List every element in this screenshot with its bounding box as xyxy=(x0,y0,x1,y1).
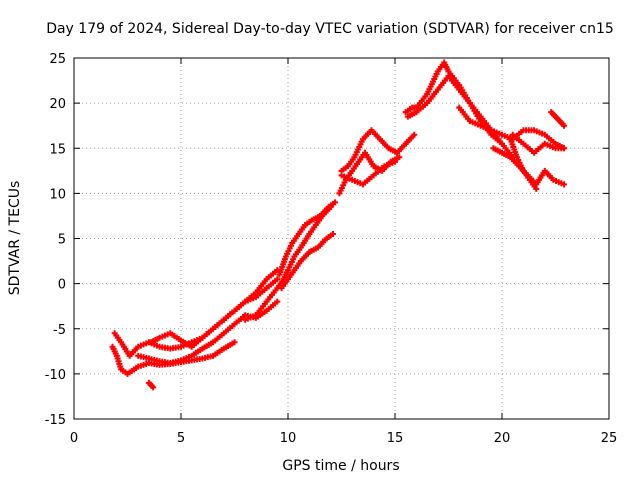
series-track-g xyxy=(278,230,336,292)
y-axis-label: SDTVAR / TECUs xyxy=(7,181,23,296)
series-track-p xyxy=(507,136,540,192)
axis-ticks: 0 5 10 15 20 25 -15 -10 -5 0 5 10 15 20 25 xyxy=(45,52,618,446)
data-point xyxy=(329,230,336,237)
x-tick-label: 25 xyxy=(601,431,618,446)
data-point xyxy=(231,339,238,346)
x-tick-label: 5 xyxy=(177,431,185,446)
y-tick-label: 20 xyxy=(49,97,66,112)
plot-frame xyxy=(73,57,610,420)
y-tick-label: -10 xyxy=(45,368,66,383)
data-point xyxy=(411,131,418,138)
series-track-o xyxy=(509,131,568,156)
y-tick-label: 5 xyxy=(58,233,66,248)
series-track-h xyxy=(336,149,403,197)
y-tick-label: 0 xyxy=(58,278,66,293)
data-point xyxy=(561,122,568,129)
series-track-l xyxy=(404,73,516,161)
data-point xyxy=(396,154,403,161)
data-point xyxy=(274,298,281,305)
series-track-d xyxy=(148,267,281,350)
series-track-k xyxy=(402,59,505,147)
y-tick-label: -15 xyxy=(45,413,66,428)
x-tick-label: 15 xyxy=(387,431,404,446)
data-point xyxy=(332,199,339,206)
series-track-f xyxy=(276,199,339,278)
data-point xyxy=(533,185,540,192)
y-tick-label: -5 xyxy=(53,323,66,338)
y-tick-label: 10 xyxy=(49,187,66,202)
series-track-m xyxy=(456,104,568,152)
x-tick-label: 20 xyxy=(494,431,511,446)
series-track-j xyxy=(338,158,398,188)
data-point xyxy=(150,384,157,391)
chart-title: Day 179 of 2024, Sidereal Day-to-day VTE… xyxy=(46,21,614,37)
x-tick-label: 0 xyxy=(70,431,78,446)
data-point xyxy=(274,276,281,283)
y-tick-label: 15 xyxy=(49,142,66,157)
series-track-e xyxy=(242,203,334,323)
y-tick-label: 25 xyxy=(49,52,66,67)
series-track-i xyxy=(338,127,418,174)
data-point xyxy=(392,158,398,165)
x-tick-label: 10 xyxy=(280,431,297,446)
x-axis-label: GPS time / hours xyxy=(282,458,399,474)
data-point xyxy=(561,181,568,188)
data-point xyxy=(561,145,568,152)
data-points xyxy=(109,59,568,391)
series-track-q xyxy=(548,109,568,129)
series-track-r xyxy=(145,379,157,391)
